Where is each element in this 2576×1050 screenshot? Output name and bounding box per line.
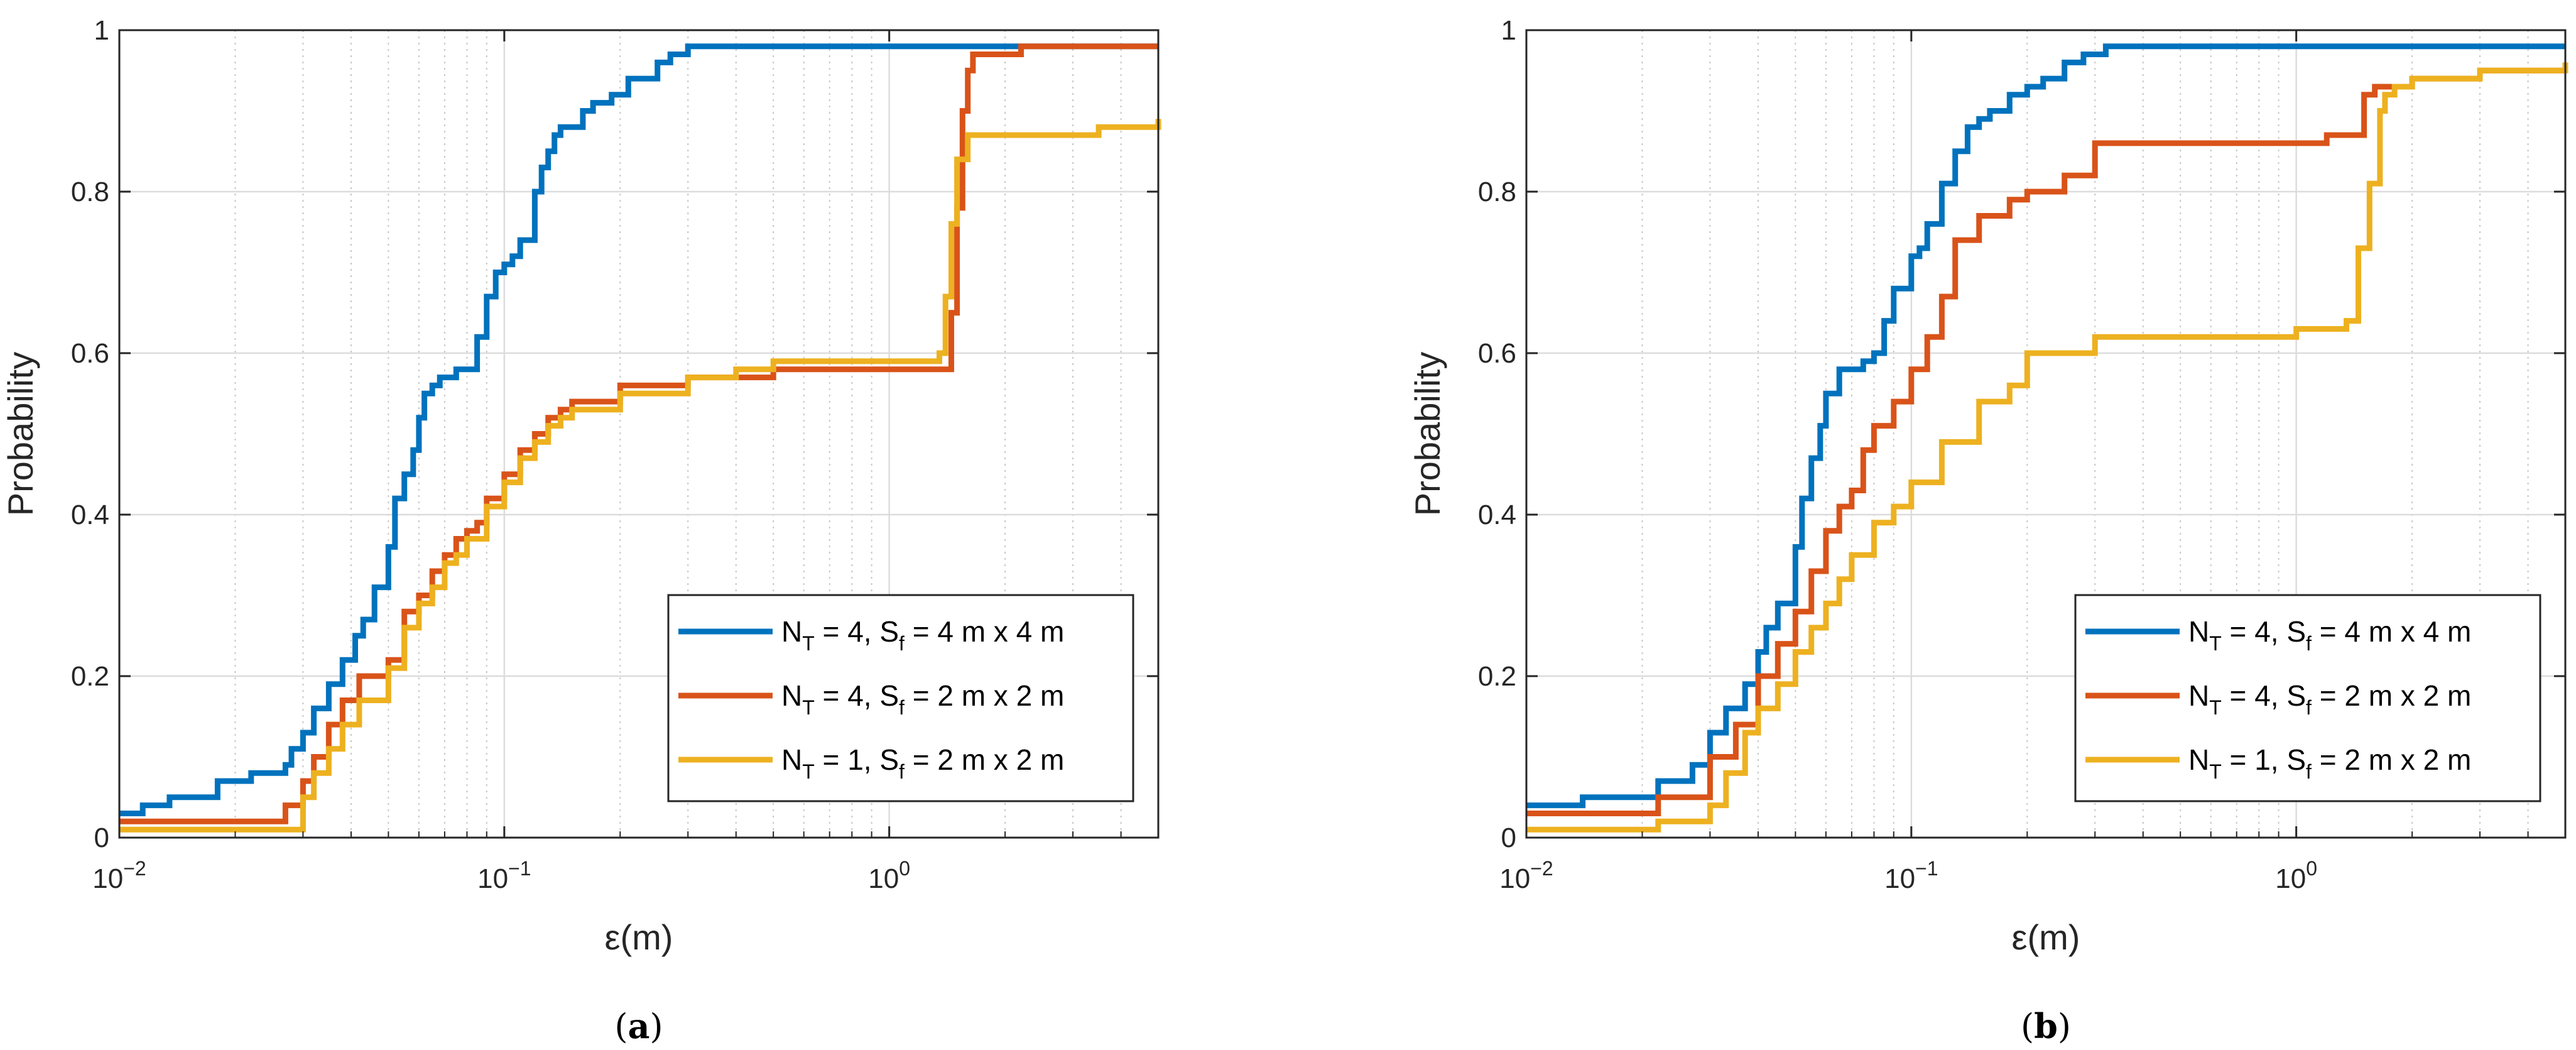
panel-caption: (a) (614, 1006, 663, 1046)
legend-subscript: f (899, 632, 905, 655)
x-tick-exponent: 0 (2306, 857, 2317, 880)
legend-main: = 2 m x 2 m (2312, 743, 2471, 776)
legend-main: = 2 m x 2 m (905, 743, 1064, 776)
legend-subscript: f (2306, 632, 2312, 655)
legend-subscript: T (2209, 696, 2222, 719)
series-line-2 (1526, 67, 2565, 816)
legend-subscript: T (802, 632, 815, 655)
y-tick-label: 0 (94, 823, 109, 853)
caption-letter: a (628, 1006, 650, 1046)
series-line-2 (119, 43, 1158, 824)
legend-main: N (781, 743, 802, 776)
caption-paren: ( (2021, 1007, 2034, 1046)
y-tick-label: 1 (94, 15, 109, 46)
legend-subscript: T (802, 760, 815, 783)
y-tick-label: 1 (1501, 15, 1516, 46)
x-tick-base: 10 (1884, 863, 1915, 894)
legend-main: = 2 m x 2 m (2312, 679, 2471, 712)
legend-main: N (2188, 679, 2209, 712)
x-tick-exponent: −1 (1915, 857, 1938, 880)
x-tick-base: 10 (868, 863, 899, 894)
y-tick-label: 0.4 (71, 500, 109, 530)
series-line-3 (119, 119, 1161, 833)
x-tick-label: 10−2 (1499, 857, 1553, 894)
caption-letter: b (2034, 1006, 2058, 1046)
legend-main: = 4, S (815, 615, 899, 648)
legend-main: = 2 m x 2 m (905, 679, 1064, 712)
x-tick-label: 100 (2275, 857, 2317, 894)
legend-entry-1: NT = 4, Sf = 4 m x 4 m (781, 615, 1064, 655)
y-tick-label: 0.6 (71, 338, 109, 369)
legend-subscript: f (899, 760, 905, 783)
panel-caption: (b) (2021, 1006, 2071, 1046)
y-tick-label: 0.6 (1478, 338, 1516, 369)
legend-subscript: T (2209, 632, 2222, 655)
legend-main: = 4, S (815, 679, 899, 712)
legend-main: N (2188, 615, 2209, 648)
legend: NT = 4, Sf = 4 m x 4 mNT = 4, Sf = 2 m x… (667, 594, 1134, 802)
series-line-1 (1526, 43, 2565, 809)
legend-main: = 4, S (2222, 615, 2306, 648)
legend-main: = 1, S (2222, 743, 2306, 776)
x-tick-exponent: −2 (1530, 857, 1553, 880)
legend-main: = 4 m x 4 m (905, 615, 1064, 648)
y-tick-label: 0.8 (71, 177, 109, 207)
caption-paren: ( (614, 1007, 628, 1046)
legend: NT = 4, Sf = 4 m x 4 mNT = 4, Sf = 2 m x… (2074, 594, 2541, 802)
x-tick-base: 10 (92, 863, 123, 894)
axes-box (118, 29, 1160, 839)
x-tick-label: 100 (868, 857, 910, 894)
legend-subscript: f (899, 696, 905, 719)
y-tick-label: 0.2 (1478, 661, 1516, 692)
y-tick-label: 0 (1501, 823, 1516, 853)
caption-paren: ) (2058, 1007, 2071, 1046)
y-axis-title: Probability (1, 352, 40, 516)
legend-main: N (2188, 743, 2209, 776)
legend-main: = 4, S (2222, 679, 2306, 712)
legend-entry-3: NT = 1, Sf = 2 m x 2 m (781, 743, 1064, 783)
y-tick-label: 0.4 (1478, 500, 1516, 530)
legend-main: = 4 m x 4 m (2312, 615, 2471, 648)
y-axis-title: Probability (1408, 352, 1447, 516)
legend-entry-1: NT = 4, Sf = 4 m x 4 m (2188, 615, 2471, 655)
series-group (119, 43, 1161, 833)
y-tick-label: 0.2 (71, 661, 109, 692)
legend-entry-2: NT = 4, Sf = 2 m x 2 m (2188, 679, 2471, 719)
y-tick-label: 0.8 (1478, 177, 1516, 207)
x-tick-base: 10 (2275, 863, 2306, 894)
x-tick-label: 10−1 (1884, 857, 1938, 894)
x-tick-exponent: −2 (123, 857, 146, 880)
axes-box (1525, 29, 2567, 839)
series-line-1 (119, 43, 1158, 816)
series-line-3 (1526, 62, 2568, 833)
legend-subscript: T (2209, 760, 2222, 783)
legend-main: = 1, S (815, 743, 899, 776)
x-tick-label: 10−2 (92, 857, 146, 894)
x-tick-exponent: −1 (508, 857, 531, 880)
legend-subscript: T (802, 696, 815, 719)
caption-paren: ) (650, 1007, 663, 1046)
series-group (1526, 43, 2568, 833)
x-tick-exponent: 0 (899, 857, 910, 880)
legend-main: N (781, 679, 802, 712)
legend-subscript: f (2306, 696, 2312, 719)
x-tick-base: 10 (477, 863, 508, 894)
x-tick-base: 10 (1499, 863, 1530, 894)
x-axis-title: ε(m) (2012, 917, 2080, 957)
legend-entry-2: NT = 4, Sf = 2 m x 2 m (781, 679, 1064, 719)
legend-entry-3: NT = 1, Sf = 2 m x 2 m (2188, 743, 2471, 783)
x-axis-title: ε(m) (605, 917, 673, 957)
x-tick-label: 10−1 (477, 857, 531, 894)
legend-subscript: f (2306, 760, 2312, 783)
legend-main: N (781, 615, 802, 648)
